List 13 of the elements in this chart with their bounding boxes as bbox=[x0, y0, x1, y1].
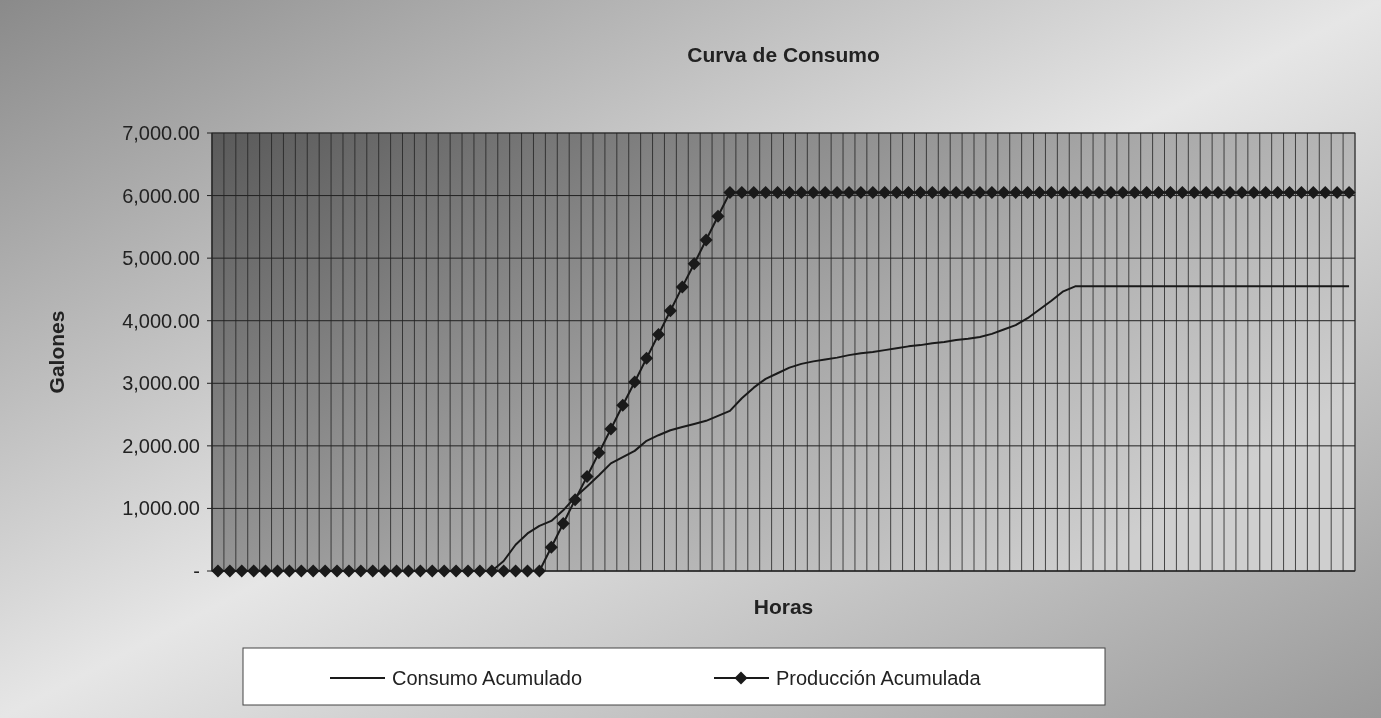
y-tick-label: 5,000.00 bbox=[122, 247, 200, 270]
y-tick-label: 1,000.00 bbox=[122, 497, 200, 520]
legend-label: Consumo Acumulado bbox=[392, 667, 583, 689]
x-axis-title: Horas bbox=[753, 595, 814, 618]
chart-title: Curva de Consumo bbox=[687, 43, 880, 66]
y-tick-label: 4,000.00 bbox=[122, 309, 200, 332]
y-tick-label: 3,000.00 bbox=[122, 372, 200, 395]
y-tick-label: 6,000.00 bbox=[122, 184, 200, 207]
y-tick-label: 2,000.00 bbox=[122, 434, 200, 457]
legend-label: Producción Acumulada bbox=[776, 667, 982, 689]
y-axis-title: Galones bbox=[45, 310, 68, 394]
y-tick-label: - bbox=[193, 560, 200, 582]
y-tick-label: 7,000.00 bbox=[122, 122, 200, 144]
